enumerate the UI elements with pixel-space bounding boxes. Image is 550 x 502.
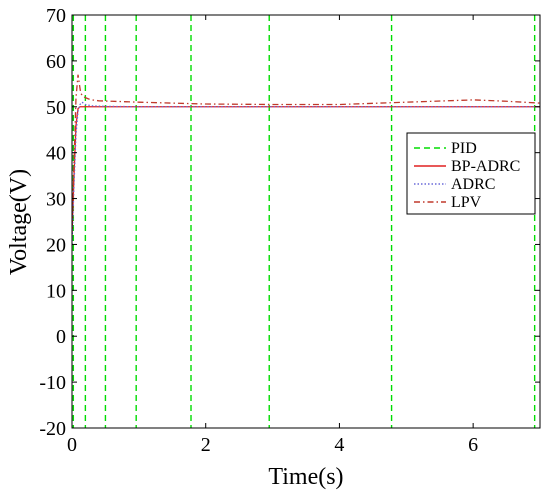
y-tick-label: 0 [56, 326, 66, 348]
x-axis-ticks: 0 2 4 6 [67, 15, 478, 456]
legend-label-pid: PID [451, 140, 477, 157]
x-axis-label: Time(s) [268, 464, 343, 490]
y-tick-label: 10 [46, 280, 66, 302]
series-bp-adrc-line [72, 106, 540, 236]
plot-area [72, 15, 540, 428]
y-tick-label: -10 [39, 372, 66, 394]
series-lpv-line [72, 74, 540, 227]
plot-frame [71, 14, 541, 429]
series-adrc-line [72, 101, 540, 245]
legend: PID BP-ADRC ADRC LPV [406, 132, 536, 215]
y-axis-label: Voltage(V) [6, 169, 32, 275]
y-tick-label: -20 [39, 418, 66, 440]
y-tick-label: 50 [46, 97, 66, 119]
series-layer [72, 15, 540, 428]
y-tick-label: 70 [46, 5, 66, 27]
legend-label-bp-adrc: BP-ADRC [451, 158, 520, 175]
x-tick-label: 0 [67, 434, 77, 456]
legend-label-lpv: LPV [451, 194, 482, 211]
x-tick-label: 2 [201, 434, 211, 456]
y-axis-ticks: -20 -10 0 10 20 30 40 50 60 70 [39, 5, 540, 440]
y-tick-label: 30 [46, 189, 66, 211]
x-tick-label: 4 [334, 434, 344, 456]
y-tick-label: 60 [46, 51, 66, 73]
x-tick-label: 6 [468, 434, 478, 456]
y-tick-label: 40 [46, 143, 66, 165]
y-tick-label: 20 [46, 234, 66, 256]
legend-box [406, 132, 536, 215]
legend-label-adrc: ADRC [451, 176, 495, 193]
